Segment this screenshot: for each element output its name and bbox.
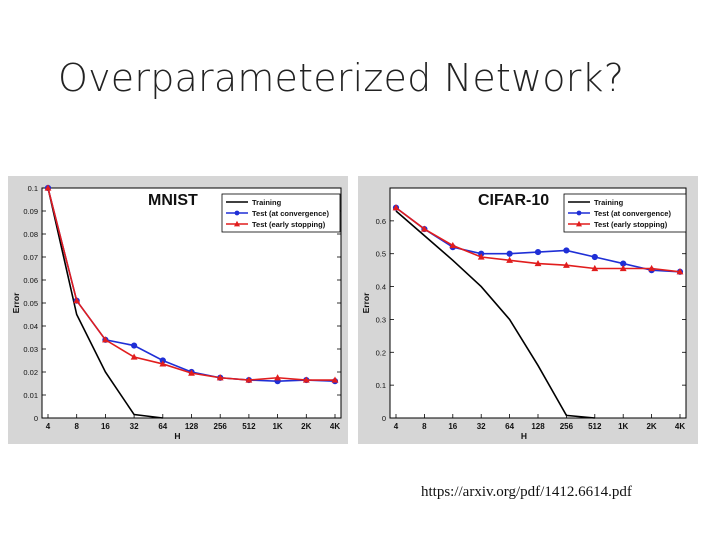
- mnist-error-chart: 0 0.01 0.02 0.03 0.04 0.05 0.06 0.07 0.08 0.09 0.1…: [8, 176, 348, 444]
- cifar-10-xtick-label: 16: [448, 422, 457, 431]
- mnist-legend-label-training: Training: [252, 198, 282, 207]
- mnist-ytick-label: 0.01: [23, 391, 38, 400]
- cifar-10-ytick-label: 0: [382, 414, 386, 423]
- mnist-test-early-stopping-point: [245, 376, 253, 383]
- mnist-ytick-label: 0.04: [23, 322, 38, 331]
- cifar-10-legend-label-training: Training: [594, 198, 624, 207]
- mnist-ytick-label: 0: [34, 414, 38, 423]
- mnist-test-early-stopping-point: [73, 297, 81, 304]
- mnist-ytick-label: 0.1: [28, 184, 38, 193]
- cifar10-error-chart: 0 0.1 0.2 0.3 0.4 0.5 0.6 4 8 16 32 64 128 256 512 1K 2K…: [358, 176, 698, 444]
- source-link[interactable]: https://arxiv.org/pdf/1412.6614.pdf: [421, 484, 632, 500]
- mnist-test-early-stopping-point: [102, 336, 109, 343]
- cifar-10-xtick-label: 512: [588, 422, 602, 431]
- mnist-test-early-stopping-point: [302, 376, 310, 383]
- mnist-ytick-label: 0.09: [23, 207, 38, 216]
- cifar-10-xtick-label: 2K: [646, 422, 656, 431]
- cifar-10-legend-label-test-at-convergence: Test (at convergence): [594, 209, 671, 218]
- cifar-10-test-early-stopping-point: [648, 264, 655, 272]
- mnist-xtick-label: 4: [46, 422, 51, 431]
- cifar-10-xlabel: H: [521, 431, 527, 441]
- cifar-10-test-early-stopping-point: [449, 241, 457, 249]
- cifar-10-test-early-stopping-point: [506, 256, 513, 263]
- cifar-10-ytick-label: 0.2: [376, 348, 386, 357]
- cifar-10-test-early-stopping-point: [676, 268, 684, 275]
- slide-title: Overparameterized Network?: [58, 56, 625, 100]
- cifar-10-ytick-label: 0.4: [376, 283, 386, 292]
- cifar-10-xtick-label: 128: [531, 422, 545, 431]
- mnist-ytick-label: 0.03: [23, 345, 38, 354]
- mnist-training-line: [47, 187, 163, 419]
- mnist-xtick-label: 256: [214, 422, 228, 431]
- cifar-10-test-at-convergence-point: [534, 248, 542, 256]
- mnist-test-early-stopping-point: [44, 184, 52, 191]
- mnist-legend-marker-test-early-stopping: [234, 220, 240, 227]
- cifar-10-test-at-convergence-point: [591, 253, 598, 261]
- mnist-test-early-stopping-point: [274, 374, 281, 381]
- mnist-ytick-label: 0.08: [23, 230, 38, 239]
- mnist-legend-marker-test-at-convergence: [234, 210, 240, 216]
- cifar-10-test-early-stopping-point: [392, 204, 400, 211]
- mnist-chart-title: MNIST: [148, 192, 198, 209]
- mnist-test-early-stopping-point: [130, 353, 138, 360]
- cifar-10-test-early-stopping-point: [534, 259, 542, 267]
- mnist-xtick-label: 1K: [272, 422, 282, 431]
- mnist-xtick-label: 32: [130, 422, 139, 431]
- mnist-xtick-label: 16: [101, 422, 110, 431]
- cifar-10-test-at-convergence-point: [506, 250, 513, 257]
- mnist-test-early-stopping-point: [159, 360, 167, 367]
- mnist-test-early-stopping-point: [216, 374, 224, 381]
- mnist-ytick-label: 0.05: [23, 299, 38, 308]
- mnist-ytick-label: 0.07: [23, 253, 38, 262]
- mnist-xtick-label: 2K: [301, 422, 311, 431]
- mnist-legend-label-test-early-stopping: Test (early stopping): [252, 220, 326, 229]
- cifar-10-training-line: [395, 210, 595, 419]
- cifar-10-ytick-label: 0.3: [376, 315, 386, 324]
- mnist-xtick-label: 4K: [330, 422, 340, 431]
- cifar-10-xtick-label: 64: [505, 422, 514, 431]
- cifar-10-ytick-label: 0.6: [376, 217, 386, 226]
- mnist-xtick-label: 128: [185, 422, 199, 431]
- cifar-10-test-early-stopping-point: [591, 264, 599, 272]
- cifar-10-xtick-label: 1K: [618, 422, 628, 431]
- cifar-10-legend-marker-test-at-convergence: [576, 210, 582, 216]
- mnist-ylabel: Error: [11, 292, 21, 313]
- cifar-10-test-early-stopping-point: [477, 253, 485, 260]
- cifar-10-legend-marker-test-early-stopping: [576, 220, 582, 227]
- cifar-10-xtick-label: 32: [477, 422, 486, 431]
- mnist-xtick-label: 512: [242, 422, 256, 431]
- cifar-10-test-at-convergence-point: [563, 247, 570, 254]
- cifar-10-test-early-stopping-point: [563, 261, 570, 268]
- cifar-10-xtick-label: 256: [560, 422, 574, 431]
- mnist-ytick-label: 0.06: [23, 276, 38, 285]
- cifar-10-ylabel: Error: [361, 292, 371, 313]
- cifar-10-ytick-label: 0.5: [376, 250, 386, 259]
- cifar-10-test-early-stopping-point: [421, 225, 428, 232]
- cifar-10-xtick-label: 4: [394, 422, 399, 431]
- mnist-ytick-label: 0.02: [23, 368, 38, 377]
- mnist-test-at-convergence-point: [131, 342, 138, 349]
- mnist-xlabel: H: [174, 431, 180, 441]
- mnist-xtick-label: 64: [158, 422, 167, 431]
- cifar-10-legend-label-test-early-stopping: Test (early stopping): [594, 220, 668, 229]
- mnist-xtick-label: 8: [74, 422, 79, 431]
- cifar-10-ytick-label: 0.1: [376, 381, 386, 390]
- mnist-test-early-stopping-point: [331, 376, 339, 383]
- cifar-10-xtick-label: 8: [422, 422, 427, 431]
- mnist-test-early-stopping-point: [188, 369, 195, 376]
- cifar-10-chart-title: CIFAR-10: [478, 192, 549, 209]
- cifar-10-test-early-stopping-point: [619, 264, 627, 272]
- cifar-10-xtick-label: 4K: [675, 422, 685, 431]
- mnist-legend-label-test-at-convergence: Test (at convergence): [252, 209, 329, 218]
